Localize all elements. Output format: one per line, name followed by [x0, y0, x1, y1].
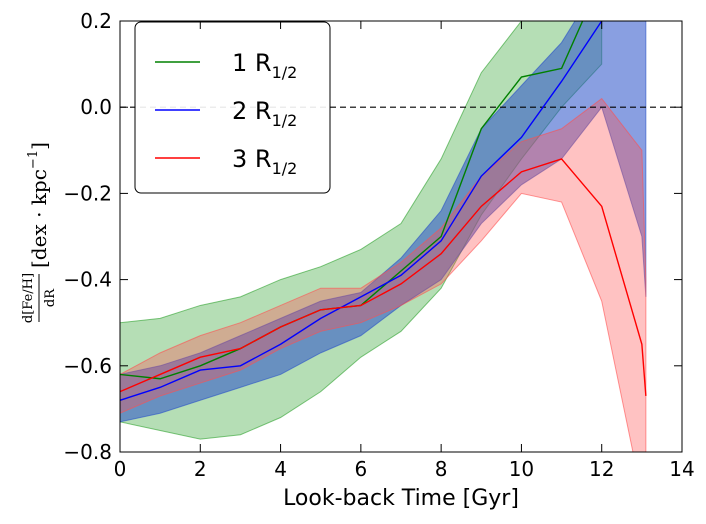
- x-tick-label: 6: [354, 457, 367, 481]
- series-line: [120, 21, 603, 401]
- legend-name: 2 R: [232, 97, 272, 125]
- axes-frame: [119, 20, 683, 453]
- series-line: [120, 158, 647, 397]
- y-axis-label: d[Fe/H] dR [dex · kpc−1]: [21, 142, 58, 323]
- x-tick-label: 4: [274, 457, 287, 481]
- legend-subscript: 1/2: [272, 63, 298, 82]
- legend-label: 2 R1/2: [232, 97, 297, 130]
- confidence-band: [120, 97, 647, 452]
- legend-subscript: 1/2: [272, 111, 298, 130]
- legend: 1 R1/22 R1/23 R1/2: [134, 21, 331, 194]
- y-tick-label: −0.2: [63, 181, 112, 205]
- legend-label: 1 R1/2: [232, 49, 297, 82]
- legend-label: 3 R1/2: [232, 145, 297, 178]
- y-tick-label: −0.4: [63, 268, 112, 292]
- y-tick-label: −0.6: [63, 354, 112, 378]
- x-tick-label: 10: [509, 457, 534, 481]
- legend-subscript: 1/2: [272, 159, 298, 178]
- y-label-exponent: −1: [26, 150, 41, 169]
- y-label-unit: [dex · kpc−1]: [26, 142, 51, 268]
- legend-name: 1 R: [232, 49, 272, 77]
- x-axis-label: Look-back Time [Gyr]: [283, 486, 519, 511]
- x-tick-label: 14: [669, 457, 694, 481]
- plot-area: [120, 21, 682, 452]
- x-tick-label: 12: [589, 457, 614, 481]
- x-tick-label: 8: [435, 457, 448, 481]
- y-tick-label: 0.2: [80, 9, 112, 33]
- y-label-numerator: d[Fe/H]: [21, 273, 36, 323]
- x-tick-label: 2: [194, 457, 207, 481]
- x-tick-label: 0: [114, 457, 127, 481]
- y-tick-label: −0.8: [63, 440, 112, 464]
- legend-box: [134, 21, 331, 194]
- y-label-denominator: dR: [43, 288, 58, 307]
- y-tick-label: 0.0: [80, 95, 112, 119]
- y-label-unit-text: [dex · kpc: [27, 169, 51, 268]
- y-label-close: ]: [27, 142, 51, 150]
- legend-name: 3 R: [232, 145, 272, 173]
